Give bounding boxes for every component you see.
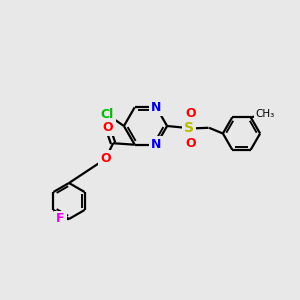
Text: O: O bbox=[100, 152, 111, 165]
Text: O: O bbox=[102, 121, 113, 134]
Text: S: S bbox=[184, 122, 194, 135]
Text: Cl: Cl bbox=[101, 108, 114, 121]
Text: CH₃: CH₃ bbox=[256, 110, 275, 119]
Text: O: O bbox=[185, 137, 196, 150]
Text: N: N bbox=[151, 138, 161, 151]
Text: F: F bbox=[56, 212, 65, 226]
Text: N: N bbox=[151, 101, 161, 114]
Text: O: O bbox=[185, 107, 196, 120]
